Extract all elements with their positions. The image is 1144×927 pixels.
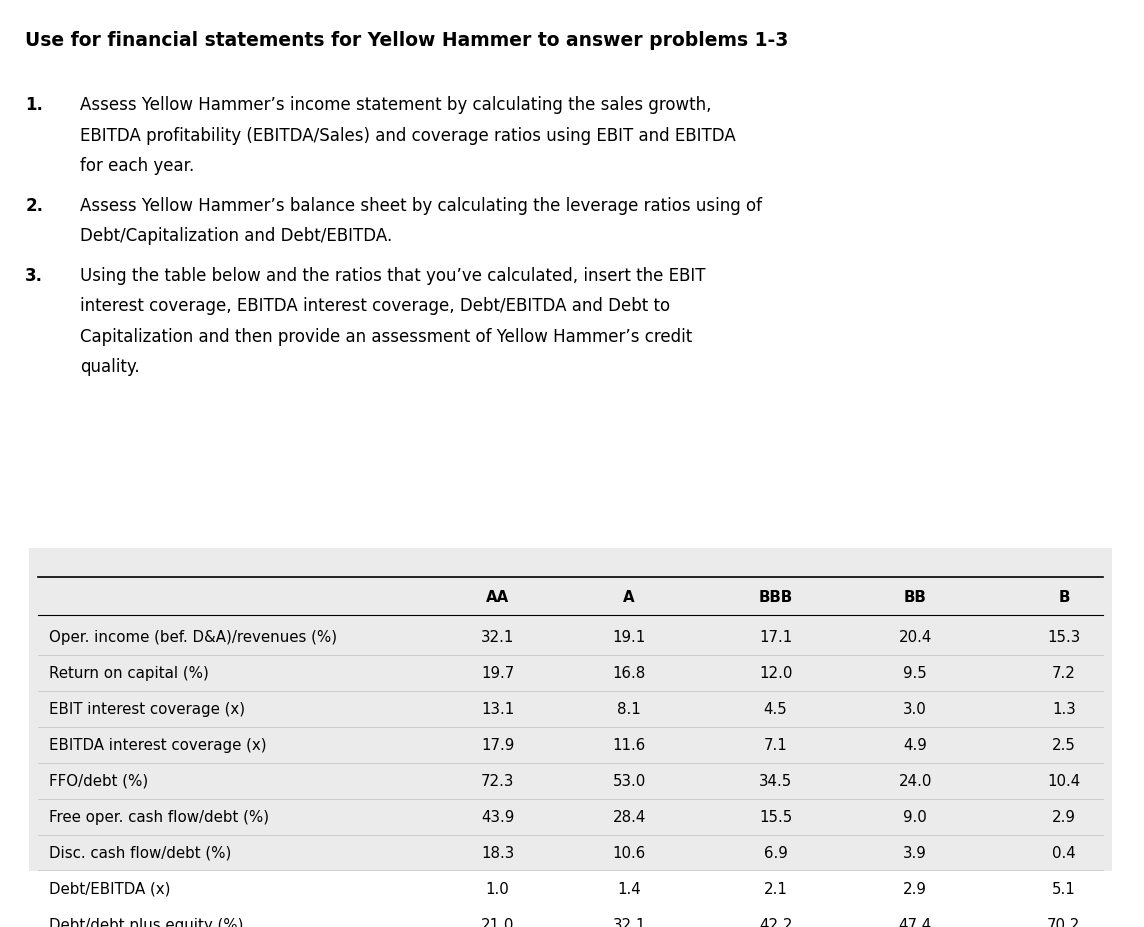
Text: interest coverage, EBITDA interest coverage, Debt/EBITDA and Debt to: interest coverage, EBITDA interest cover… xyxy=(80,298,670,315)
Text: 11.6: 11.6 xyxy=(612,738,646,753)
Text: Debt/EBITDA (x): Debt/EBITDA (x) xyxy=(49,882,170,896)
Text: 9.0: 9.0 xyxy=(904,810,927,825)
Text: AA: AA xyxy=(486,590,509,604)
Text: 4.5: 4.5 xyxy=(764,702,787,717)
Text: Use for financial statements for Yellow Hammer to answer problems 1-3: Use for financial statements for Yellow … xyxy=(25,32,788,50)
Text: 15.3: 15.3 xyxy=(1047,630,1081,645)
Text: A: A xyxy=(623,590,635,604)
Text: 13.1: 13.1 xyxy=(480,702,515,717)
Text: 72.3: 72.3 xyxy=(480,774,515,789)
Text: Return on capital (%): Return on capital (%) xyxy=(49,667,209,681)
Text: Disc. cash flow/debt (%): Disc. cash flow/debt (%) xyxy=(49,845,231,860)
Text: 17.9: 17.9 xyxy=(480,738,515,753)
Text: 1.0: 1.0 xyxy=(486,882,509,896)
Text: 7.1: 7.1 xyxy=(764,738,787,753)
Text: 16.8: 16.8 xyxy=(612,667,646,681)
Text: Assess Yellow Hammer’s income statement by calculating the sales growth,: Assess Yellow Hammer’s income statement … xyxy=(80,96,712,114)
Text: 15.5: 15.5 xyxy=(758,810,793,825)
Text: 4.9: 4.9 xyxy=(904,738,927,753)
Text: 2.1: 2.1 xyxy=(764,882,787,896)
Text: Using the table below and the ratios that you’ve calculated, insert the EBIT: Using the table below and the ratios tha… xyxy=(80,267,706,285)
Text: 18.3: 18.3 xyxy=(480,845,515,860)
Text: 70.2: 70.2 xyxy=(1047,918,1081,927)
Text: Debt/debt plus equity (%): Debt/debt plus equity (%) xyxy=(49,918,244,927)
Text: 34.5: 34.5 xyxy=(758,774,793,789)
Text: 2.9: 2.9 xyxy=(1052,810,1075,825)
Text: 12.0: 12.0 xyxy=(758,667,793,681)
Text: 21.0: 21.0 xyxy=(480,918,515,927)
Text: 10.4: 10.4 xyxy=(1047,774,1081,789)
Text: BBB: BBB xyxy=(758,590,793,604)
Text: 1.: 1. xyxy=(25,96,43,114)
Text: 42.2: 42.2 xyxy=(758,918,793,927)
Text: FFO/debt (%): FFO/debt (%) xyxy=(49,774,149,789)
Text: BB: BB xyxy=(904,590,927,604)
Text: Free oper. cash flow/debt (%): Free oper. cash flow/debt (%) xyxy=(49,810,269,825)
Text: 2.: 2. xyxy=(25,197,43,215)
Text: Capitalization and then provide an assessment of Yellow Hammer’s credit: Capitalization and then provide an asses… xyxy=(80,328,692,346)
Text: 28.4: 28.4 xyxy=(612,810,646,825)
Text: 1.4: 1.4 xyxy=(618,882,641,896)
Text: 3.9: 3.9 xyxy=(904,845,927,860)
Text: 24.0: 24.0 xyxy=(898,774,932,789)
Text: 19.1: 19.1 xyxy=(612,630,646,645)
FancyBboxPatch shape xyxy=(29,548,1112,871)
Text: for each year.: for each year. xyxy=(80,158,194,175)
Text: EBITDA profitability (EBITDA/Sales) and coverage ratios using EBIT and EBITDA: EBITDA profitability (EBITDA/Sales) and … xyxy=(80,127,736,145)
Text: 20.4: 20.4 xyxy=(898,630,932,645)
Text: 2.9: 2.9 xyxy=(904,882,927,896)
Text: Assess Yellow Hammer’s balance sheet by calculating the leverage ratios using of: Assess Yellow Hammer’s balance sheet by … xyxy=(80,197,762,215)
Text: 3.0: 3.0 xyxy=(904,702,927,717)
Text: 10.6: 10.6 xyxy=(612,845,646,860)
Text: 0.4: 0.4 xyxy=(1052,845,1075,860)
Text: quality.: quality. xyxy=(80,359,140,376)
Text: EBIT interest coverage (x): EBIT interest coverage (x) xyxy=(49,702,245,717)
Text: 17.1: 17.1 xyxy=(758,630,793,645)
Text: 8.1: 8.1 xyxy=(618,702,641,717)
Text: 2.5: 2.5 xyxy=(1052,738,1075,753)
Text: 32.1: 32.1 xyxy=(480,630,515,645)
Text: 9.5: 9.5 xyxy=(904,667,927,681)
Text: 6.9: 6.9 xyxy=(764,845,787,860)
Text: 32.1: 32.1 xyxy=(612,918,646,927)
Text: Debt/Capitalization and Debt/EBITDA.: Debt/Capitalization and Debt/EBITDA. xyxy=(80,227,392,246)
Text: 53.0: 53.0 xyxy=(612,774,646,789)
Text: Oper. income (bef. D&A)/revenues (%): Oper. income (bef. D&A)/revenues (%) xyxy=(49,630,337,645)
Text: 43.9: 43.9 xyxy=(480,810,515,825)
Text: 5.1: 5.1 xyxy=(1052,882,1075,896)
Text: 7.2: 7.2 xyxy=(1052,667,1075,681)
Text: 19.7: 19.7 xyxy=(480,667,515,681)
Text: EBITDA interest coverage (x): EBITDA interest coverage (x) xyxy=(49,738,267,753)
Text: B: B xyxy=(1058,590,1070,604)
Text: 47.4: 47.4 xyxy=(898,918,932,927)
Text: 1.3: 1.3 xyxy=(1052,702,1075,717)
Text: 3.: 3. xyxy=(25,267,43,285)
